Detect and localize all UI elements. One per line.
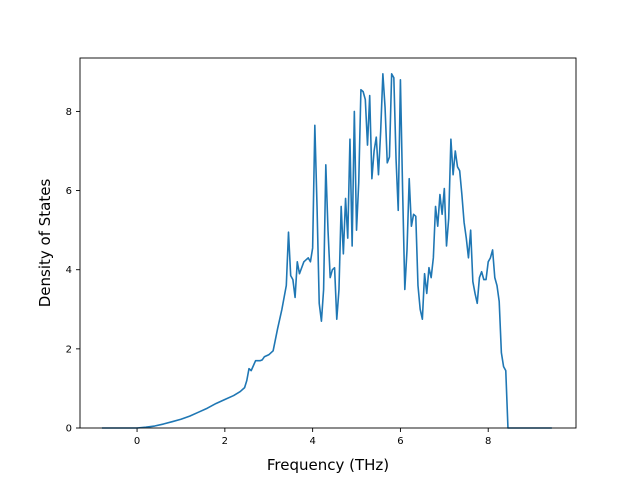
x-tick-label: 6 [397, 436, 403, 447]
x-tick-label: 4 [309, 436, 315, 447]
y-axis-title: Density of States [36, 179, 54, 308]
x-axis-title: Frequency (THz) [267, 456, 389, 474]
x-tick-label: 2 [222, 436, 228, 447]
x-tick-label: 0 [134, 436, 140, 447]
y-tick-label: 6 [66, 186, 72, 197]
y-tick-label: 8 [66, 107, 72, 118]
y-tick-label: 4 [66, 265, 72, 276]
y-tick-label: 2 [66, 344, 72, 355]
plot-frame [79, 57, 577, 429]
y-tick-label: 0 [66, 424, 72, 435]
x-tick-label: 8 [485, 436, 491, 447]
y-axis: 0 2 4 6 8 [66, 107, 80, 435]
x-axis: 0 2 4 6 8 [134, 428, 491, 447]
dos-series-line [101, 73, 552, 429]
